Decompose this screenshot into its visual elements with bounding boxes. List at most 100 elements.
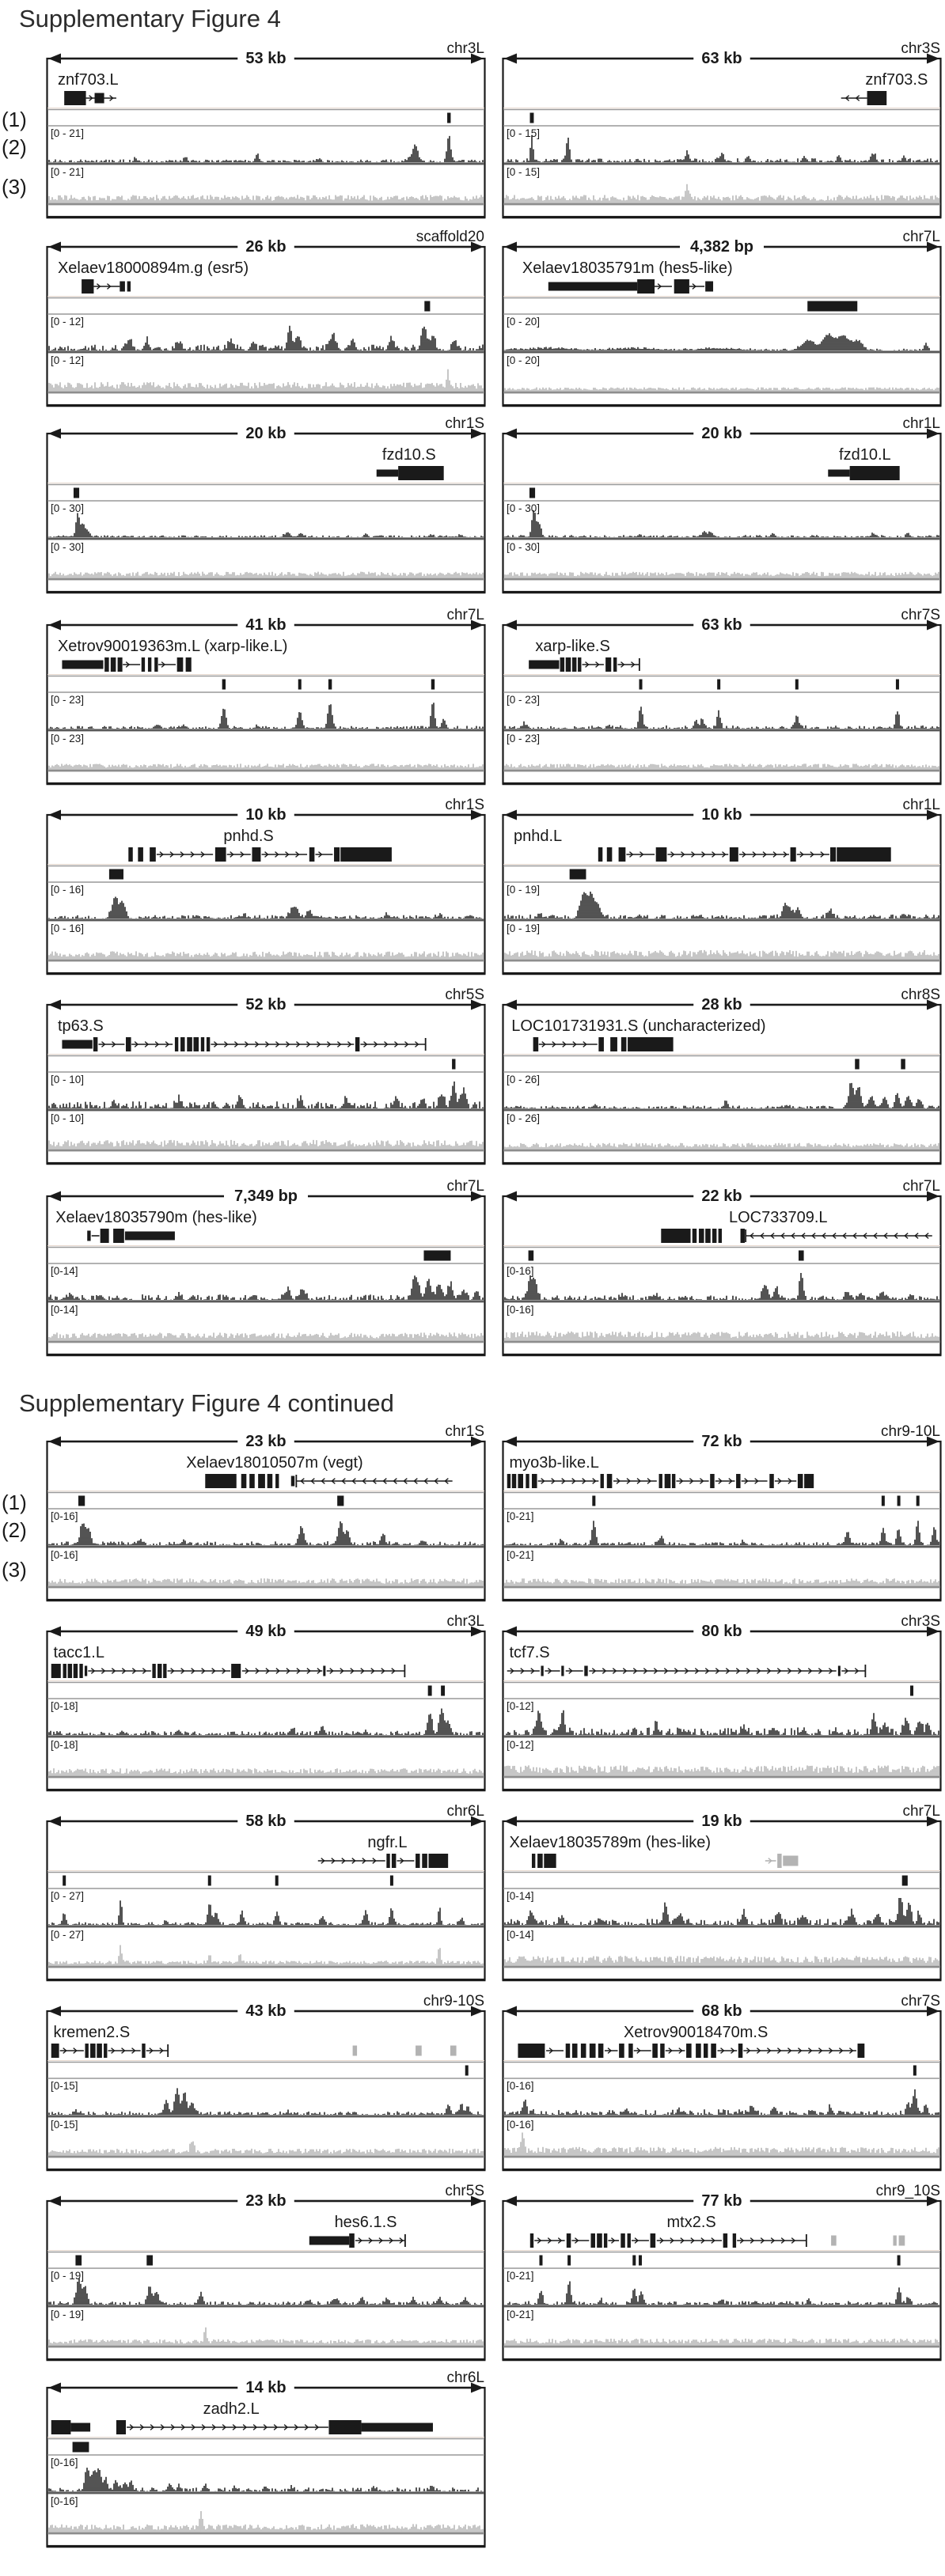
input-signal-track — [47, 571, 484, 581]
signal-range-label-2: [0 - 30] — [51, 541, 84, 553]
input-signal-track — [47, 1139, 484, 1152]
scale-label: 7,349 bp — [234, 1188, 298, 1205]
scale-label-bg — [237, 997, 294, 1012]
gene-model — [529, 2233, 905, 2248]
figure-title: Supplementary Figure 4 — [19, 5, 281, 32]
peak-call-track — [465, 2065, 469, 2076]
chromosome-label: chr7L — [446, 1179, 484, 1195]
genome-panel-chr1S-Xelaev18010507m-vegt-: chr1S 23 kb Xelaev18010507m (vegt) [0-16] [0… — [46, 1424, 486, 1602]
signal-range-label-1: [0 - 23] — [507, 694, 540, 706]
scale-label: 23 kb — [245, 1433, 286, 1450]
genome-panel-chr3S-tcf7.S: chr3S 80 kb tcf7.S [0-12] [0-12] — [502, 1614, 942, 1792]
signal-range-label-1: [0-21] — [507, 2270, 534, 2282]
peak-call-track — [910, 1685, 914, 1696]
gene-model — [51, 2044, 457, 2058]
panel-border — [46, 1630, 486, 1791]
scale-label: 19 kb — [701, 1813, 742, 1830]
peak-call-track — [539, 2255, 901, 2266]
gene-name-label: ngfr.L — [367, 1834, 407, 1851]
gene-model — [841, 91, 887, 105]
peak-call-track — [72, 2442, 89, 2453]
gene-model — [62, 657, 192, 672]
scale-label-bg — [693, 51, 750, 66]
signal-range-label-1: [0-14] — [51, 1265, 78, 1277]
signal-range-label-2: [0-14] — [507, 1929, 534, 1941]
chip-signal-track — [503, 1710, 940, 1738]
chromosome-label: chr3L — [446, 41, 484, 57]
signal-range-label-2: [0-14] — [51, 1304, 78, 1316]
signal-range-label-2: [0 - 30] — [507, 541, 540, 553]
input-signal-track — [47, 763, 484, 772]
panel-border — [502, 2199, 942, 2361]
signal-range-label-1: [0 - 26] — [507, 1074, 540, 1085]
signal-range-label-2: [0-16] — [507, 1304, 534, 1316]
scale-label-bg — [693, 2193, 750, 2208]
chip-signal-track — [503, 892, 940, 922]
genome-panel-chr7L-Xelaev18035789m-hes-like-: chr7L 19 kb Xelaev18035789m (hes-like) [0-1… — [502, 1804, 942, 1982]
chromosome-label: chr1L — [902, 416, 940, 432]
chip-signal-track — [47, 1521, 484, 1548]
track-label-3: (3) — [2, 175, 27, 199]
gene-name-label: Xetrov90018470m.S — [624, 2024, 768, 2041]
scale-label-bg — [693, 2003, 750, 2018]
chip-signal-track — [503, 1521, 940, 1548]
signal-range-label-1: [0 - 19] — [507, 884, 540, 896]
gene-name-label: Xetrov90019363m.L (xarp-like.L) — [58, 638, 288, 655]
signal-range-label-2: [0 - 23] — [507, 733, 540, 744]
chromosome-label: chr7L — [902, 1179, 940, 1195]
signal-range-label-1: [0 - 21] — [51, 127, 84, 139]
peak-call-track — [73, 487, 80, 498]
input-signal-track — [503, 387, 940, 394]
gene-name-label: fzd10.S — [382, 446, 436, 464]
signal-range-label-1: [0-16] — [507, 1265, 534, 1277]
input-signal-track — [47, 1945, 484, 1968]
input-signal-track — [503, 1142, 940, 1152]
signal-range-label-2: [0 - 26] — [507, 1112, 540, 1124]
signal-range-label-2: [0 - 23] — [51, 733, 84, 744]
scale-label-bg — [237, 1813, 294, 1828]
peak-call-track — [108, 869, 123, 880]
chromosome-label: scaffold20 — [416, 229, 484, 245]
scale-label-bg — [693, 1434, 750, 1449]
scale-label-bg — [693, 807, 750, 822]
scale-label-bg — [237, 2193, 294, 2208]
input-signal-track — [47, 369, 484, 394]
signal-range-label-2: [0 - 27] — [51, 1929, 84, 1941]
peak-call-track — [639, 679, 899, 690]
scale-label: 23 kb — [245, 2192, 286, 2210]
panel-border — [46, 2199, 486, 2361]
chip-signal-track — [47, 896, 484, 922]
signal-range-label-1: [0-14] — [507, 1890, 534, 1902]
scale-label-bg — [237, 2380, 294, 2395]
scale-label: 26 kb — [245, 238, 286, 256]
chromosome-label: chr5S — [445, 987, 484, 1003]
peak-call-track — [63, 1875, 393, 1886]
input-signal-track — [503, 1331, 940, 1343]
chip-signal-track — [47, 1275, 484, 1303]
chip-signal-track — [47, 2279, 484, 2308]
gene-model — [128, 847, 392, 862]
scale-label: 20 kb — [701, 425, 742, 442]
chip-signal-track — [47, 325, 484, 354]
chip-signal-track — [503, 707, 940, 732]
genome-panel-chr3L-znf703.L: chr3L 53 kb znf703.L [0 - 21] [0 - 21] — [46, 41, 486, 219]
scale-label: 22 kb — [701, 1188, 742, 1205]
input-signal-track — [47, 951, 484, 962]
gene-name-label: Xelaev18035789m (hes-like) — [509, 1834, 711, 1851]
panel-border — [502, 1195, 942, 1356]
signal-range-label-1: [0-16] — [507, 2080, 534, 2092]
chromosome-label: chr6L — [446, 1804, 484, 1820]
chip-signal-track — [47, 2468, 484, 2495]
signal-range-label-2: [0 - 19] — [507, 922, 540, 934]
genome-panel-chr1S-pnhd.S: chr1S 10 kb pnhd.S [0 - 16] [0 - 16] — [46, 797, 486, 975]
gene-name-label: mtx2.S — [667, 2214, 716, 2231]
genome-panel-chr5S-tp63.S: chr5S 52 kb tp63.S [0 - 10] [0 - 10] — [46, 987, 486, 1165]
genome-panel-chr7L-LOC733709.L: chr7L 22 kb LOC733709.L [0-16] [0-16] — [502, 1179, 942, 1357]
chromosome-label: chr7S — [901, 1994, 940, 2010]
panel-border — [46, 2386, 486, 2548]
signal-range-label-1: [0-21] — [507, 1510, 534, 1522]
scale-label: 77 kb — [701, 2192, 742, 2210]
chip-signal-track — [503, 135, 940, 165]
genome-panel-chr5S-hes6.1.S: chr5S 23 kb hes6.1.S [0 - 19] [0 - 19] — [46, 2184, 486, 2362]
gene-model — [309, 2233, 406, 2248]
